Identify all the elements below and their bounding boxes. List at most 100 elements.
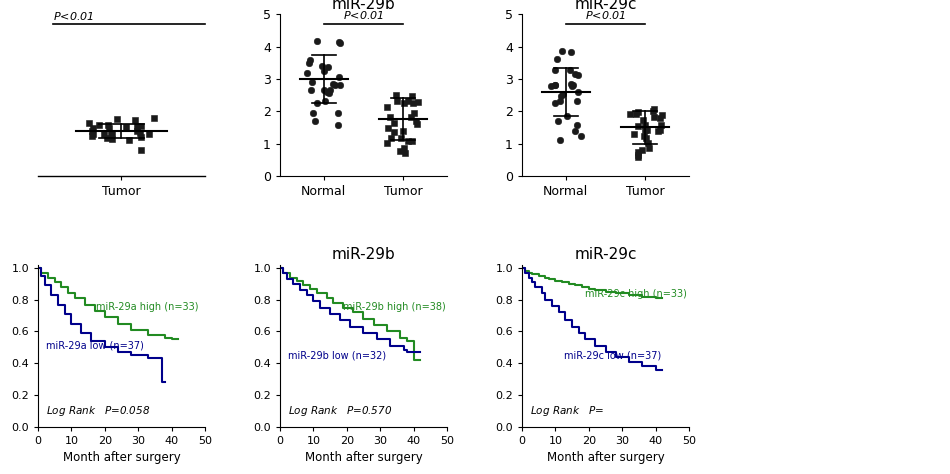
Point bbox=[627, 130, 642, 138]
Point bbox=[556, 91, 571, 98]
Point bbox=[86, 131, 101, 138]
Point bbox=[548, 100, 563, 107]
Point bbox=[310, 100, 325, 107]
Point bbox=[550, 117, 565, 125]
Point bbox=[554, 47, 569, 55]
Point bbox=[622, 110, 637, 118]
Point bbox=[146, 114, 162, 122]
Point bbox=[85, 132, 100, 139]
Point bbox=[326, 81, 341, 88]
X-axis label: Month after surgery: Month after surgery bbox=[63, 451, 180, 464]
Point bbox=[384, 135, 399, 142]
Point bbox=[301, 59, 316, 67]
Point bbox=[133, 133, 148, 141]
Text: miR-29b low (n=32): miR-29b low (n=32) bbox=[289, 351, 387, 361]
Point bbox=[118, 123, 133, 130]
Point bbox=[101, 122, 116, 129]
Point bbox=[129, 122, 144, 130]
Point bbox=[550, 55, 565, 63]
Point bbox=[570, 121, 585, 129]
Point bbox=[379, 139, 394, 147]
Point bbox=[86, 124, 101, 131]
Point bbox=[103, 129, 118, 137]
Point bbox=[407, 109, 422, 117]
Point bbox=[639, 127, 655, 134]
Point bbox=[554, 92, 569, 100]
Point bbox=[82, 119, 97, 127]
Point bbox=[563, 48, 579, 55]
Point bbox=[322, 89, 337, 96]
Point bbox=[316, 86, 332, 94]
Point bbox=[305, 109, 320, 117]
Text: miR-29c high (n=33): miR-29c high (n=33) bbox=[585, 289, 688, 299]
Point bbox=[400, 97, 415, 104]
Point bbox=[332, 81, 348, 88]
Point bbox=[400, 137, 415, 145]
Point bbox=[302, 56, 317, 64]
Point bbox=[331, 121, 346, 129]
Title: miR-29b: miR-29b bbox=[332, 0, 395, 12]
Point bbox=[332, 38, 347, 46]
Point bbox=[637, 126, 653, 134]
Point bbox=[396, 144, 411, 151]
Point bbox=[104, 129, 120, 137]
Point bbox=[318, 97, 333, 105]
Point bbox=[563, 80, 579, 87]
Point bbox=[405, 92, 420, 100]
Text: miR-29a high (n=33): miR-29a high (n=33) bbox=[96, 302, 199, 312]
Point bbox=[327, 81, 342, 88]
Point bbox=[97, 130, 112, 138]
Text: $P$<0.01: $P$<0.01 bbox=[53, 10, 94, 22]
Point bbox=[310, 37, 325, 45]
Point bbox=[392, 147, 408, 155]
Point bbox=[382, 113, 397, 120]
Point bbox=[102, 125, 117, 132]
Point bbox=[630, 122, 645, 129]
Point bbox=[631, 148, 646, 155]
Point bbox=[570, 71, 585, 79]
Point bbox=[405, 99, 420, 107]
Title: miR-29b: miR-29b bbox=[332, 247, 395, 262]
Point bbox=[560, 112, 575, 120]
Point bbox=[548, 81, 563, 89]
Text: $P$<0.01: $P$<0.01 bbox=[343, 9, 384, 21]
Point bbox=[405, 137, 420, 145]
Text: Log Rank   $P$=0.570: Log Rank $P$=0.570 bbox=[289, 404, 392, 418]
Point bbox=[408, 117, 424, 125]
Point bbox=[403, 113, 418, 121]
Point bbox=[636, 117, 651, 124]
Point bbox=[386, 119, 401, 127]
Text: miR-29b high (n=38): miR-29b high (n=38) bbox=[344, 302, 446, 312]
Point bbox=[552, 97, 567, 105]
Point bbox=[630, 109, 645, 116]
Point bbox=[410, 98, 426, 106]
Point bbox=[320, 63, 335, 71]
Point bbox=[390, 97, 405, 104]
Point bbox=[543, 82, 559, 89]
X-axis label: Month after surgery: Month after surgery bbox=[546, 451, 664, 464]
Point bbox=[573, 132, 588, 139]
Point bbox=[330, 109, 345, 117]
Point bbox=[637, 121, 653, 129]
Text: Log Rank   $P$=0.058: Log Rank $P$=0.058 bbox=[47, 404, 151, 418]
Point bbox=[129, 127, 144, 135]
Point bbox=[655, 111, 670, 118]
Point bbox=[323, 86, 338, 94]
Point bbox=[547, 81, 562, 89]
Point bbox=[653, 127, 668, 134]
Point bbox=[104, 135, 120, 142]
Point bbox=[381, 124, 396, 132]
Point bbox=[395, 127, 410, 135]
Point bbox=[562, 66, 578, 74]
Point bbox=[570, 88, 585, 96]
Text: $P$<0.01: $P$<0.01 bbox=[585, 9, 626, 21]
Point bbox=[636, 132, 652, 139]
Point bbox=[638, 134, 654, 142]
Point bbox=[389, 91, 404, 98]
Point bbox=[640, 139, 656, 147]
Text: miR-29c low (n=37): miR-29c low (n=37) bbox=[563, 351, 661, 361]
Text: Log Rank   $P$=: Log Rank $P$= bbox=[530, 404, 604, 418]
Point bbox=[133, 122, 148, 129]
Point bbox=[308, 117, 323, 125]
Point bbox=[653, 114, 668, 122]
